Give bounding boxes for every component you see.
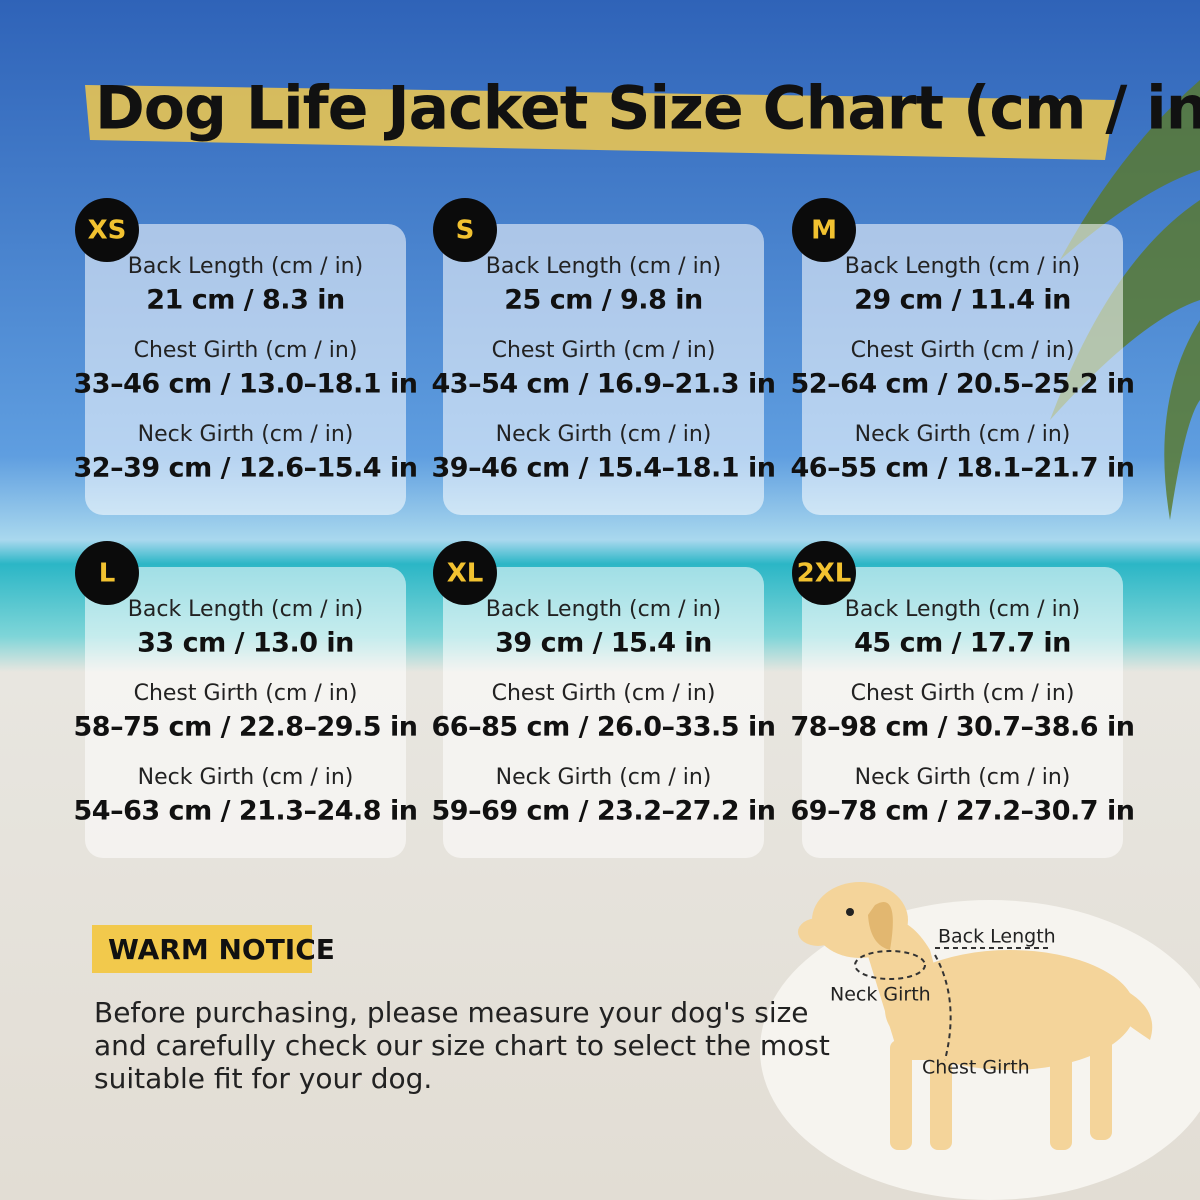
size-card — [443, 224, 764, 515]
measure-value: 58–75 cm / 22.8–29.5 in — [74, 712, 418, 743]
measure-value: 39–46 cm / 15.4–18.1 in — [432, 453, 776, 484]
measure-label: Back Length (cm / in) — [128, 597, 363, 622]
size-label: L — [99, 559, 116, 589]
size-badge — [792, 541, 856, 605]
measure-value: 33–46 cm / 13.0–18.1 in — [74, 369, 418, 400]
size-badge — [792, 198, 856, 262]
measure-label: Neck Girth (cm / in) — [855, 765, 1071, 790]
measure-label: Back Length (cm / in) — [128, 254, 363, 279]
size-card — [443, 567, 764, 858]
measure-value: 29 cm / 11.4 in — [854, 285, 1071, 316]
measure-value: 54–63 cm / 21.3–24.8 in — [74, 796, 418, 827]
size-badge — [433, 198, 497, 262]
measure-label: Chest Girth (cm / in) — [851, 681, 1075, 706]
measure-value: 59–69 cm / 23.2–27.2 in — [432, 796, 776, 827]
measure-label: Neck Girth (cm / in) — [138, 765, 354, 790]
measure-value: 78–98 cm / 30.7–38.6 in — [791, 712, 1135, 743]
size-label: XS — [88, 216, 127, 246]
notice-line: suitable fit for your dog. — [94, 1062, 432, 1095]
measure-label: Back Length (cm / in) — [845, 254, 1080, 279]
size-card — [85, 567, 406, 858]
size-badge — [75, 541, 139, 605]
measure-label: Chest Girth (cm / in) — [134, 338, 358, 363]
measure-label: Neck Girth (cm / in) — [138, 422, 354, 447]
notice-line: and carefully check our size chart to se… — [94, 1029, 830, 1062]
measure-label: Chest Girth (cm / in) — [492, 681, 716, 706]
size-label: M — [811, 216, 837, 246]
notice-title: WARM NOTICE — [108, 933, 335, 966]
measure-value: 43–54 cm / 16.9–21.3 in — [432, 369, 776, 400]
size-card — [85, 224, 406, 515]
size-label: 2XL — [797, 559, 852, 589]
measure-value: 32–39 cm / 12.6–15.4 in — [74, 453, 418, 484]
measure-label: Neck Girth (cm / in) — [496, 422, 712, 447]
measure-label: Neck Girth (cm / in) — [855, 422, 1071, 447]
measure-lines — [854, 947, 1050, 1061]
measure-label: Back Length (cm / in) — [486, 597, 721, 622]
measure-value: 21 cm / 8.3 in — [146, 285, 344, 316]
dog-eye — [846, 908, 854, 916]
measure-label: Neck Girth (cm / in) — [496, 765, 712, 790]
measure-value: 25 cm / 9.8 in — [504, 285, 702, 316]
measure-value: 46–55 cm / 18.1–21.7 in — [791, 453, 1135, 484]
size-label: S — [456, 216, 475, 246]
diagram-label: Back Length — [938, 926, 1056, 948]
size-card — [802, 567, 1123, 858]
measure-label: Back Length (cm / in) — [845, 597, 1080, 622]
notice-highlight — [92, 925, 312, 973]
measure-value: 45 cm / 17.7 in — [854, 628, 1071, 659]
diagram-label: Chest Girth — [922, 1057, 1030, 1079]
title: Dog Life Jacket Size Chart (cm / in) — [95, 74, 1200, 144]
title-highlight — [85, 85, 1115, 160]
size-badge — [433, 541, 497, 605]
size-badge — [75, 198, 139, 262]
measure-label: Chest Girth (cm / in) — [492, 338, 716, 363]
dog-ear — [868, 902, 893, 950]
measure-value: 33 cm / 13.0 in — [137, 628, 354, 659]
measure-label: Chest Girth (cm / in) — [134, 681, 358, 706]
diagram-label: Neck Girth — [830, 984, 931, 1006]
notice-line: Before purchasing, please measure your d… — [94, 996, 809, 1029]
measure-label: Chest Girth (cm / in) — [851, 338, 1075, 363]
size-card — [802, 224, 1123, 515]
measure-value: 52–64 cm / 20.5–25.2 in — [791, 369, 1135, 400]
measure-value: 39 cm / 15.4 in — [495, 628, 712, 659]
measure-value: 69–78 cm / 27.2–30.7 in — [791, 796, 1135, 827]
size-label: XL — [447, 559, 484, 589]
measure-value: 66–85 cm / 26.0–33.5 in — [432, 712, 776, 743]
measure-label: Back Length (cm / in) — [486, 254, 721, 279]
